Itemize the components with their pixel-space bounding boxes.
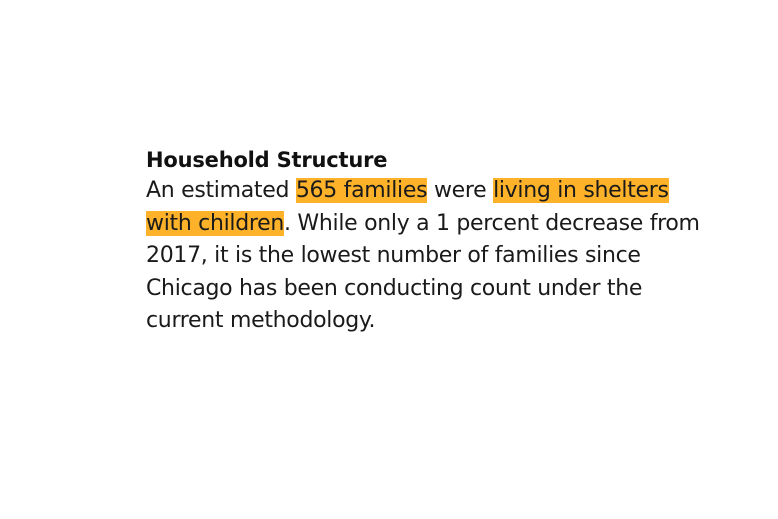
paragraph-text-part-3: . While only a 1 percent decrease from 2… (146, 210, 700, 334)
section-heading: Household Structure (146, 148, 388, 172)
paragraph-text-part-1: An estimated (146, 178, 296, 203)
section-paragraph: An estimated 565 families were living in… (146, 175, 706, 338)
text-card: Household Structure An estimated 565 fam… (146, 145, 706, 338)
paragraph-text-part-2: were (427, 178, 494, 203)
highlight-families-count: 565 families (295, 178, 428, 203)
